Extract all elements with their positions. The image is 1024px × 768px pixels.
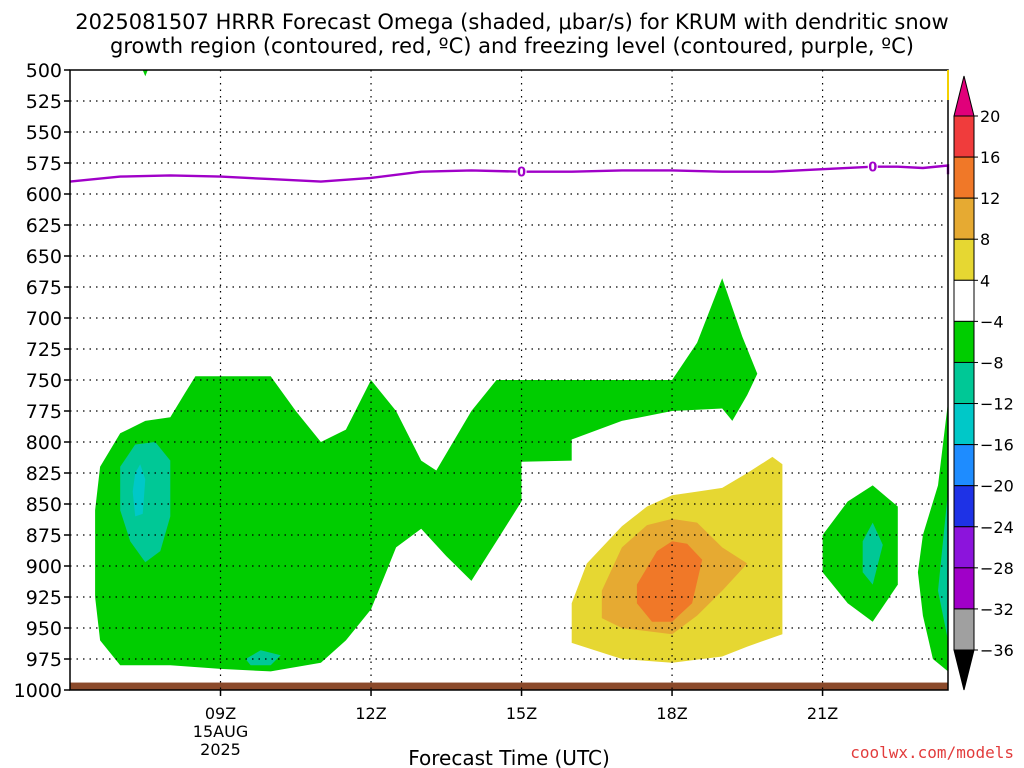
y-tick-label: 650 [26, 246, 62, 268]
colorbar-band [953, 567, 975, 610]
y-tick-label: 925 [26, 587, 62, 609]
colorbar-tick-label: 4 [980, 271, 990, 290]
y-tick-label: 875 [26, 525, 62, 547]
y-tick-label: 900 [26, 556, 62, 578]
x-tick-label: 2025 [200, 740, 241, 759]
colorbar-tick-label: 12 [980, 189, 1000, 208]
y-tick-label: 725 [26, 339, 62, 361]
y-tick-label: 600 [26, 184, 62, 206]
y-tick-label: 625 [26, 215, 62, 237]
colorbar-band [953, 156, 975, 199]
omega-shading [95, 70, 948, 672]
colorbar-band [953, 444, 975, 487]
colorbar-band [953, 197, 975, 240]
colorbar-tick-label: 8 [980, 230, 990, 249]
colorbar-tick-label: −8 [980, 353, 1004, 372]
colorbar-band [953, 608, 975, 651]
colorbar-tick-label: −20 [980, 477, 1014, 496]
colorbar-tick-label: −16 [980, 436, 1014, 455]
y-tick-label: 675 [26, 277, 62, 299]
y-tick-label: 500 [26, 60, 62, 82]
colorbar-tick-label: −36 [980, 641, 1014, 660]
x-tick-label: 15Z [506, 704, 537, 723]
contour-label-bg [516, 163, 527, 179]
ascent-top-speck [142, 70, 148, 77]
surface-terrain-band [70, 682, 948, 690]
y-tick-label: 575 [26, 153, 62, 175]
colorbar-band [953, 361, 975, 405]
contour-label-bg [867, 158, 878, 174]
x-tick-label: 18Z [656, 704, 687, 723]
chart-title-line1: 2025081507 HRRR Forecast Omega (shaded, … [75, 10, 948, 34]
y-tick-label: 800 [26, 432, 62, 454]
y-tick-label: 700 [26, 308, 62, 330]
surface-band [70, 682, 948, 690]
colorbar-band [953, 320, 975, 363]
colorbar-tick-label: −28 [980, 559, 1014, 578]
ascent-left-teal [120, 442, 171, 563]
y-tick-label: 1000 [14, 680, 62, 702]
y-tick-label: 950 [26, 618, 62, 640]
ascent-main-green [95, 278, 758, 672]
colorbar: 20 16 12 8 4 −4 −8 −12 −16 −20 −24 −28 −32 −36 [953, 75, 1014, 691]
freezing-level-label: 0 [517, 166, 526, 181]
colorbar-band [953, 238, 975, 281]
y-tick-label: 750 [26, 370, 62, 392]
x-tick-label: 15AUG [193, 722, 248, 741]
x-tick-label: 09Z [205, 704, 236, 723]
x-tick-label: 12Z [355, 704, 386, 723]
freezing-level-label: 0 [868, 161, 877, 176]
colorbar-tick-label: 16 [980, 148, 1000, 167]
y-axis: 500 525 550 575 600 625 650 675 700 725 750 775 800 8… [14, 60, 70, 702]
colorbar-band [953, 526, 975, 569]
y-tick-label: 550 [26, 122, 62, 144]
ascent-left-cyan [132, 464, 146, 517]
ascent-bottom-teal [245, 650, 281, 666]
freezing-level-line [69, 164, 950, 183]
y-tick-label: 525 [26, 91, 62, 113]
colorbar-band [953, 485, 975, 528]
y-tick-label: 850 [26, 494, 62, 516]
colorbar-band [953, 115, 975, 158]
ascent-right-teal [938, 420, 948, 656]
colorbar-tick-label: −32 [980, 600, 1014, 619]
colorbar-band [953, 279, 975, 322]
colorbar-top-arrow [953, 75, 975, 117]
x-axis-label: Forecast Time (UTC) [408, 746, 610, 768]
x-tick-label: 21Z [807, 704, 838, 723]
descent-orange [636, 541, 703, 622]
ascent-mid-teal [862, 522, 883, 585]
colorbar-tick-label: −24 [980, 518, 1014, 537]
colorbar-bottom-arrow [953, 649, 975, 691]
colorbar-band [953, 403, 975, 446]
y-tick-label: 775 [26, 401, 62, 423]
ascent-mid-green [822, 485, 898, 622]
y-tick-label: 825 [26, 463, 62, 485]
chart-title-line2: growth region (contoured, red, ºC) and f… [110, 34, 914, 58]
colorbar-tick-label: −4 [980, 312, 1004, 331]
y-tick-label: 975 [26, 649, 62, 671]
colorbar-tick-label: 20 [980, 107, 1000, 126]
colorbar-tick-label: −12 [980, 395, 1014, 414]
credit-text: coolwx.com/models [850, 743, 1014, 762]
